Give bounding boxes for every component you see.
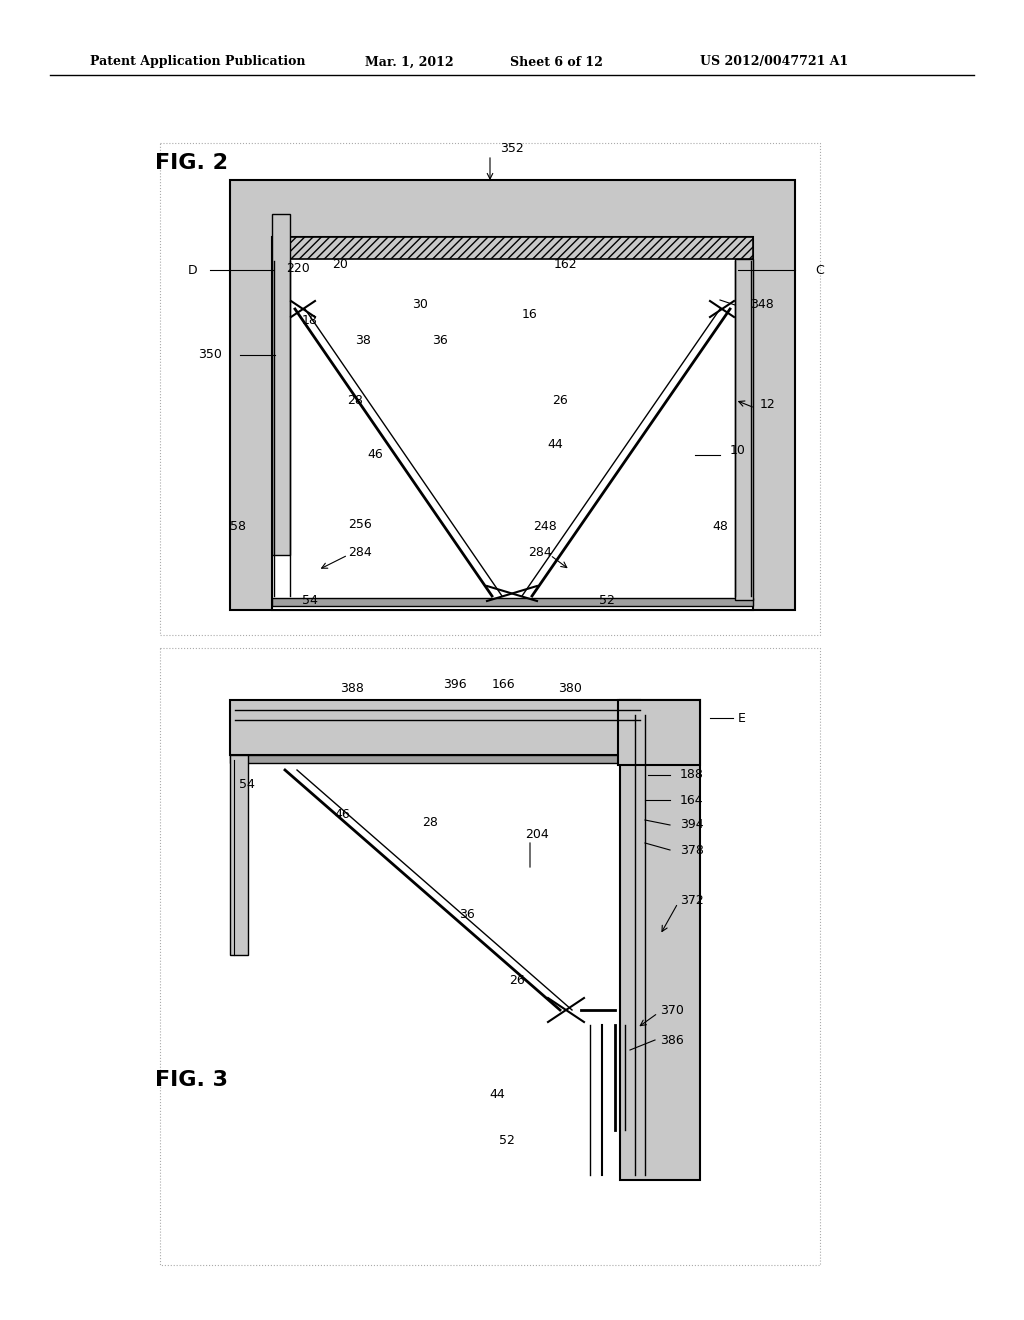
Bar xyxy=(735,259,753,601)
Text: C: C xyxy=(816,264,824,276)
Text: 162: 162 xyxy=(553,259,577,272)
Text: 256: 256 xyxy=(348,517,372,531)
Text: Sheet 6 of 12: Sheet 6 of 12 xyxy=(510,55,603,69)
Text: 378: 378 xyxy=(680,843,703,857)
Text: E: E xyxy=(738,711,745,725)
Text: FIG. 3: FIG. 3 xyxy=(155,1071,228,1090)
Text: 220: 220 xyxy=(286,261,310,275)
Text: 350: 350 xyxy=(198,348,222,362)
Text: 46: 46 xyxy=(334,808,350,821)
Text: 44: 44 xyxy=(547,438,563,451)
Text: 386: 386 xyxy=(660,1034,684,1047)
Text: Patent Application Publication: Patent Application Publication xyxy=(90,55,305,69)
FancyBboxPatch shape xyxy=(230,180,795,610)
Text: 26: 26 xyxy=(509,974,525,986)
Text: 28: 28 xyxy=(347,393,362,407)
Text: 18: 18 xyxy=(302,314,317,326)
Text: 352: 352 xyxy=(500,141,524,154)
Bar xyxy=(230,700,640,755)
Text: 54: 54 xyxy=(302,594,317,606)
Text: 52: 52 xyxy=(499,1134,515,1147)
Text: 348: 348 xyxy=(750,298,774,312)
Text: 396: 396 xyxy=(443,678,467,692)
Text: 284: 284 xyxy=(528,545,552,558)
Text: 36: 36 xyxy=(459,908,475,921)
Text: 388: 388 xyxy=(340,681,364,694)
Text: 44: 44 xyxy=(489,1089,505,1101)
Text: 394: 394 xyxy=(680,818,703,832)
Bar xyxy=(618,700,700,766)
Bar xyxy=(620,700,700,1180)
Text: 48: 48 xyxy=(712,520,728,533)
Text: 204: 204 xyxy=(525,829,549,842)
Text: 36: 36 xyxy=(432,334,447,346)
Text: 284: 284 xyxy=(348,545,372,558)
Text: Mar. 1, 2012: Mar. 1, 2012 xyxy=(365,55,454,69)
Text: 52: 52 xyxy=(599,594,615,606)
FancyBboxPatch shape xyxy=(272,238,753,610)
Text: 380: 380 xyxy=(558,681,582,694)
Bar xyxy=(272,238,753,259)
Text: 38: 38 xyxy=(355,334,371,346)
Text: 46: 46 xyxy=(368,449,383,462)
Text: FIG. 2: FIG. 2 xyxy=(155,153,228,173)
Text: 248: 248 xyxy=(534,520,557,533)
Text: 370: 370 xyxy=(660,1003,684,1016)
Text: 372: 372 xyxy=(680,894,703,907)
Bar xyxy=(272,598,753,606)
Text: 12: 12 xyxy=(760,399,776,412)
Text: US 2012/0047721 A1: US 2012/0047721 A1 xyxy=(700,55,848,69)
Text: 54: 54 xyxy=(239,779,255,792)
Bar xyxy=(230,755,248,954)
Bar xyxy=(230,755,650,763)
Text: D: D xyxy=(188,264,198,276)
Text: 28: 28 xyxy=(422,816,438,829)
Text: 164: 164 xyxy=(680,793,703,807)
Text: 16: 16 xyxy=(522,309,538,322)
Text: 26: 26 xyxy=(552,393,568,407)
Text: 188: 188 xyxy=(680,768,703,781)
Text: 20: 20 xyxy=(332,259,348,272)
Text: 58: 58 xyxy=(230,520,246,533)
Text: 10: 10 xyxy=(730,444,745,457)
Text: 166: 166 xyxy=(492,678,515,692)
Text: 30: 30 xyxy=(412,298,428,312)
Bar xyxy=(272,214,290,554)
